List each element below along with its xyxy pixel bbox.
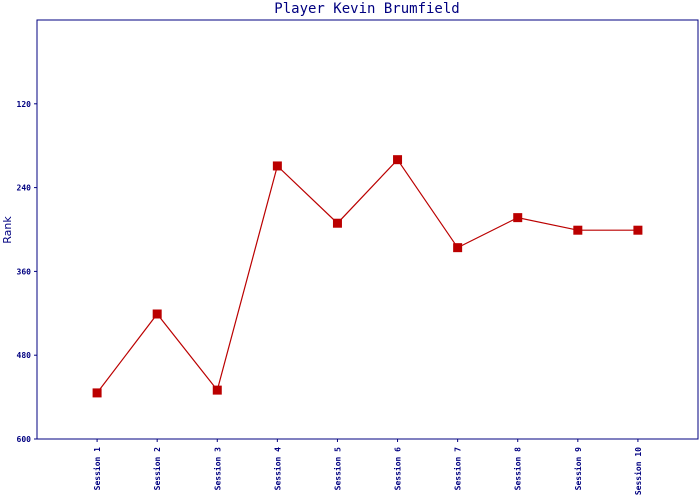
plot-frame bbox=[36, 19, 699, 440]
chart-title: Player Kevin Brumfield bbox=[274, 1, 459, 17]
y-tick-label: 240 bbox=[17, 184, 32, 193]
y-tick-label: 360 bbox=[17, 267, 32, 276]
x-tick-label: Session 2 bbox=[152, 447, 162, 491]
y-axis-label: Rank bbox=[1, 216, 14, 244]
point-marker bbox=[393, 155, 403, 165]
x-tick-label: Session 6 bbox=[393, 447, 403, 491]
y-tick-label: 480 bbox=[17, 351, 32, 360]
point-marker bbox=[272, 161, 282, 171]
point-marker bbox=[453, 243, 463, 253]
point-marker bbox=[152, 309, 162, 319]
x-tick-label: Session 9 bbox=[573, 447, 583, 491]
point-marker bbox=[633, 225, 643, 235]
y-tick-label: 600 bbox=[17, 435, 32, 444]
y-tick-label: 120 bbox=[17, 100, 32, 109]
x-tick-label: Session 5 bbox=[332, 447, 342, 491]
x-tick-label: Session 4 bbox=[272, 447, 282, 491]
x-tick-label: Session 7 bbox=[453, 447, 463, 491]
x-tick-label: Session 10 bbox=[633, 447, 643, 495]
x-tick-label: Session 8 bbox=[513, 447, 523, 491]
series-line bbox=[96, 158, 638, 394]
point-marker bbox=[513, 213, 523, 223]
point-marker bbox=[332, 218, 342, 228]
point-marker bbox=[573, 225, 583, 235]
x-tick-label: Session 1 bbox=[92, 447, 102, 491]
point-marker bbox=[212, 385, 222, 395]
point-marker bbox=[92, 388, 102, 398]
x-tick-label: Session 3 bbox=[212, 447, 222, 491]
